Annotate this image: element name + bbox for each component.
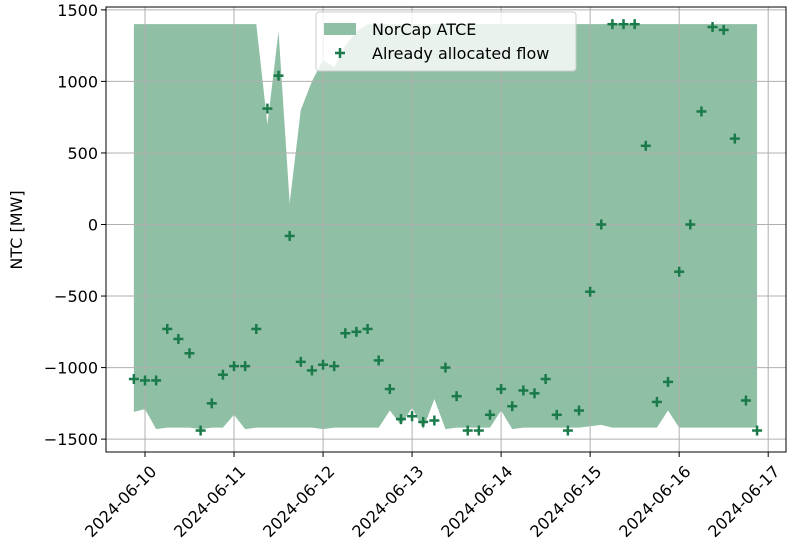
flow-marker [306,365,317,376]
flow-marker [740,395,751,406]
flow-marker [407,411,418,422]
flow-marker [607,19,618,30]
y-axis-label: NTC [MW] [7,190,26,269]
legend-box [315,11,577,72]
flow-marker [195,425,206,436]
legend-label: Already allocated flow [372,44,549,63]
flow-marker [663,376,674,387]
x-tick-label: 2024-06-11 [170,462,249,541]
flow-marker [351,326,362,337]
flow-marker [551,409,562,420]
flow-marker [318,359,329,370]
x-tick-label: 2024-06-17 [704,462,783,541]
flow-marker [518,385,529,396]
flow-marker [262,103,273,114]
flow-marker [674,266,685,277]
flow-marker [162,323,173,334]
flow-marker [473,425,484,436]
y-tick-label: 0 [88,215,98,234]
y-tick-label: 1500 [57,1,98,20]
flow-marker [206,398,217,409]
y-tick-label: −500 [54,287,98,306]
flow-marker [418,416,429,427]
flow-marker [340,328,351,339]
flow-marker [462,425,473,436]
flow-marker [184,348,195,359]
y-tick-label: −1000 [44,359,98,378]
legend-label: NorCap ATCE [372,20,476,39]
flow-marker [752,425,763,436]
x-tick-label: 2024-06-15 [526,462,605,541]
x-tick-label: 2024-06-14 [437,462,516,541]
flow-marker [484,409,495,420]
flow-marker [696,106,707,117]
flow-marker [240,361,251,372]
flow-marker [329,361,340,372]
flow-marker [562,425,573,436]
legend-swatch [324,23,356,35]
flow-marker [496,384,507,395]
flow-marker [429,415,440,426]
flow-marker [440,362,451,373]
flow-marker [651,396,662,407]
flow-marker [585,286,596,297]
plot-frame [105,6,787,453]
flow-marker [729,133,740,144]
flow-marker [640,140,651,151]
y-tick-label: 1000 [57,72,98,91]
legend: NorCap ATCE Already allocated flow [315,11,577,72]
flow-marker [151,375,162,386]
x-tick-label: 2024-06-13 [348,462,427,541]
band-area [133,24,758,430]
flow-marker [362,323,373,334]
flow-marker [284,230,295,241]
flow-marker [718,24,729,35]
flow-marker [395,414,406,425]
flow-marker [295,356,306,367]
flow-marker [685,219,696,230]
flow-marker [217,369,228,380]
flow-marker [139,375,150,386]
flow-marker [629,19,640,30]
flow-marker [251,323,262,334]
flow-marker [707,22,718,33]
flow-marker [529,388,540,399]
flow-marker [451,391,462,402]
y-tick-label: 500 [67,144,98,163]
flow-marker [540,374,551,385]
flow-marker [596,219,607,230]
flow-marker [618,19,629,30]
flow-marker [373,355,384,366]
x-tick-label: 2024-06-16 [615,462,694,541]
flow-marker [229,361,240,372]
flow-marker [574,405,585,416]
y-tick-label: −1500 [44,430,98,449]
x-tick-label: 2024-06-10 [81,462,160,541]
flow-marker [173,333,184,344]
flow-marker [273,70,284,81]
flow-marker [384,384,395,395]
x-tick-label: 2024-06-12 [259,462,338,541]
flow-marker [507,401,518,412]
flow-marker [128,374,139,385]
